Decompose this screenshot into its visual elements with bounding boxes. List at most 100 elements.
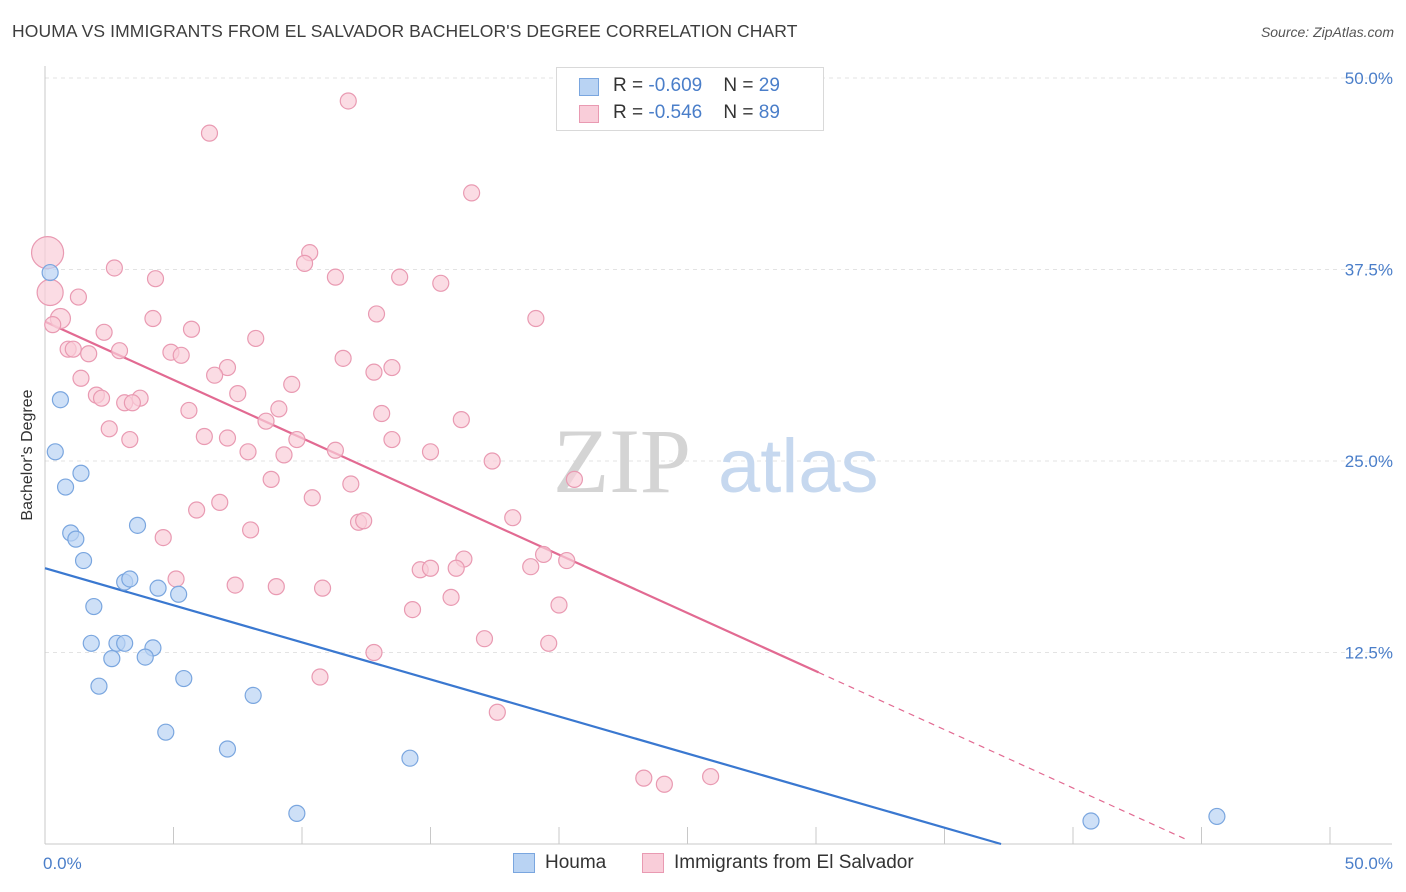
point-el-salvador bbox=[334, 349, 352, 367]
point-el-salvador bbox=[655, 775, 673, 793]
point-houma bbox=[85, 597, 103, 616]
source-label: Source: ZipAtlas.com bbox=[1260, 24, 1394, 40]
point-el-salvador bbox=[295, 254, 314, 272]
point-el-salvador bbox=[267, 578, 285, 596]
x-tick-label: 50.0% bbox=[1345, 854, 1393, 873]
point-el-salvador bbox=[172, 346, 190, 364]
point-houma bbox=[74, 551, 93, 570]
point-houma bbox=[128, 516, 147, 534]
point-el-salvador bbox=[635, 769, 653, 787]
point-houma bbox=[56, 478, 75, 496]
point-el-salvador bbox=[504, 509, 522, 527]
point-el-salvador bbox=[403, 601, 422, 619]
point-el-salvador bbox=[239, 443, 257, 461]
point-houma bbox=[51, 391, 70, 409]
chart-title: HOUMA VS IMMIGRANTS FROM EL SALVADOR BAC… bbox=[12, 21, 798, 41]
point-houma bbox=[46, 443, 64, 461]
point-el-salvador bbox=[110, 342, 129, 360]
point-houma bbox=[136, 648, 154, 666]
point-el-salvador bbox=[72, 369, 90, 387]
point-el-salvador bbox=[167, 570, 185, 588]
watermark: ZIP atlas bbox=[553, 410, 879, 512]
correlation-legend: R = -0.609 N = 29 R = -0.546 N = 89 bbox=[556, 67, 824, 131]
y-tick-label: 50.0% bbox=[1345, 69, 1393, 88]
point-el-salvador bbox=[558, 551, 576, 570]
point-el-salvador bbox=[64, 340, 82, 358]
point-el-salvador bbox=[339, 92, 357, 110]
point-el-salvador bbox=[463, 184, 481, 202]
point-el-salvador bbox=[262, 470, 280, 488]
point-houma bbox=[67, 530, 85, 548]
bottom-legend-label-houma: Houma bbox=[545, 852, 607, 873]
point-houma bbox=[103, 650, 121, 668]
point-el-salvador bbox=[540, 634, 558, 652]
point-el-salvador bbox=[367, 305, 386, 323]
point-el-salvador bbox=[146, 270, 165, 288]
point-houma bbox=[1082, 812, 1100, 830]
point-el-salvador bbox=[206, 366, 224, 384]
point-houma bbox=[116, 634, 134, 652]
data-points bbox=[30, 92, 1226, 830]
point-el-salvador bbox=[180, 401, 198, 420]
trend-extension-el-salvador bbox=[818, 671, 1187, 840]
point-el-salvador bbox=[95, 323, 113, 341]
point-el-salvador bbox=[123, 394, 141, 412]
point-el-salvador bbox=[452, 411, 470, 429]
point-houma bbox=[170, 585, 188, 603]
point-el-salvador bbox=[36, 278, 64, 307]
point-el-salvador bbox=[326, 268, 345, 286]
trend-lines bbox=[44, 320, 1187, 846]
point-el-salvador bbox=[355, 512, 373, 530]
point-houma bbox=[72, 464, 90, 482]
point-el-salvador bbox=[242, 521, 260, 539]
watermark-zip: ZIP bbox=[553, 410, 691, 512]
point-el-salvador bbox=[200, 124, 219, 142]
point-el-salvador bbox=[475, 630, 494, 648]
point-el-salvador bbox=[229, 384, 247, 403]
point-el-salvador bbox=[391, 268, 409, 286]
point-el-salvador bbox=[270, 400, 288, 418]
bottom-legend-swatch-houma bbox=[513, 853, 535, 873]
point-houma bbox=[41, 263, 59, 282]
point-el-salvador bbox=[154, 528, 172, 547]
n-value-el-salvador: 89 bbox=[758, 102, 780, 123]
point-el-salvador bbox=[92, 389, 111, 407]
bottom-legend-swatch-el-salvador bbox=[642, 853, 664, 873]
point-el-salvador bbox=[421, 443, 440, 461]
point-el-salvador bbox=[522, 558, 540, 576]
point-el-salvador bbox=[80, 345, 98, 363]
point-el-salvador bbox=[488, 703, 506, 721]
point-el-salvador bbox=[527, 309, 545, 328]
point-el-salvador bbox=[283, 375, 301, 393]
point-el-salvador bbox=[365, 363, 383, 381]
point-el-salvador bbox=[365, 643, 383, 662]
bottom-legend-label-el-salvador: Immigrants from El Salvador bbox=[674, 852, 914, 873]
point-el-salvador bbox=[303, 489, 321, 507]
legend-swatch-houma bbox=[579, 78, 599, 96]
tick-labels: 12.5% 25.0% 37.5% 50.0% 0.0% 50.0% bbox=[43, 69, 1393, 873]
point-el-salvador bbox=[218, 429, 237, 447]
point-el-salvador bbox=[550, 596, 568, 614]
point-el-salvador bbox=[257, 412, 275, 430]
point-el-salvador bbox=[188, 501, 206, 519]
watermark-atlas: atlas bbox=[718, 424, 879, 509]
r-value-el-salvador: -0.546 bbox=[648, 102, 703, 123]
point-el-salvador bbox=[421, 559, 440, 577]
point-el-salvador bbox=[702, 767, 720, 786]
point-el-salvador bbox=[313, 579, 332, 597]
point-el-salvador bbox=[275, 446, 293, 464]
trend-line-el-salvador bbox=[44, 320, 820, 674]
point-el-salvador bbox=[383, 430, 401, 449]
point-el-salvador bbox=[565, 470, 584, 488]
x-tick-label: 0.0% bbox=[43, 854, 82, 873]
point-houma bbox=[218, 740, 237, 758]
legend-text-houma: R = -0.609 N = 29 bbox=[613, 75, 780, 96]
legend-swatch-el-salvador bbox=[579, 105, 599, 123]
point-el-salvador bbox=[69, 288, 88, 306]
point-el-salvador bbox=[534, 545, 553, 564]
y-tick-label: 12.5% bbox=[1345, 644, 1393, 663]
point-el-salvador bbox=[342, 475, 360, 493]
point-el-salvador bbox=[30, 236, 65, 270]
trend-line-houma bbox=[44, 567, 1002, 846]
